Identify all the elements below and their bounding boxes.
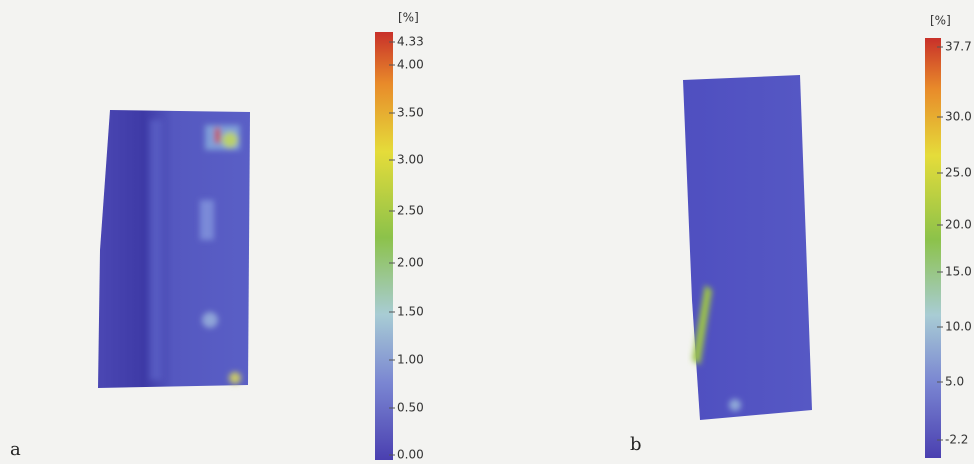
tick-label: 2.50 bbox=[397, 204, 424, 218]
unit-label: [%] bbox=[398, 11, 419, 25]
tick-label: 0.00 bbox=[397, 448, 424, 462]
tick-label: 37.7 bbox=[945, 40, 972, 54]
figure: [%] [%] a b 4.33 4.00 3.50 3.00 2.50 2.00 1.50… bbox=[0, 0, 974, 464]
ticks: 37.7 30.0 25.0 20.0 15.0 10.0 5.0 -2.2 bbox=[937, 40, 972, 447]
unit-label: [%] bbox=[930, 14, 951, 28]
tick-label: 1.50 bbox=[397, 305, 424, 319]
tick-label: 0.50 bbox=[397, 401, 424, 415]
tick-label: 30.0 bbox=[945, 110, 972, 124]
tick-label: 10.0 bbox=[945, 320, 972, 334]
panel-label: b bbox=[630, 434, 642, 455]
tick-label: 3.50 bbox=[397, 106, 424, 120]
colorbar-a bbox=[375, 32, 393, 460]
panel-label: a bbox=[10, 439, 21, 460]
tick-label: -2.2 bbox=[945, 433, 968, 447]
tick-label: 2.00 bbox=[397, 256, 424, 270]
specimen-b bbox=[683, 75, 812, 420]
tick-label: 4.00 bbox=[397, 58, 424, 72]
ticks: 4.33 4.00 3.50 3.00 2.50 2.00 1.50 1.00 0.50 0.00 bbox=[389, 35, 424, 462]
tick-label: 1.00 bbox=[397, 353, 424, 367]
colorbar-b bbox=[925, 38, 941, 458]
tick-label: 3.00 bbox=[397, 153, 424, 167]
tick-label: 20.0 bbox=[945, 218, 972, 232]
tick-label: 4.33 bbox=[397, 35, 424, 49]
tick-label: 15.0 bbox=[945, 265, 972, 279]
tick-label: 5.0 bbox=[945, 375, 964, 389]
tick-label: 25.0 bbox=[945, 166, 972, 180]
specimen-a bbox=[98, 110, 250, 388]
